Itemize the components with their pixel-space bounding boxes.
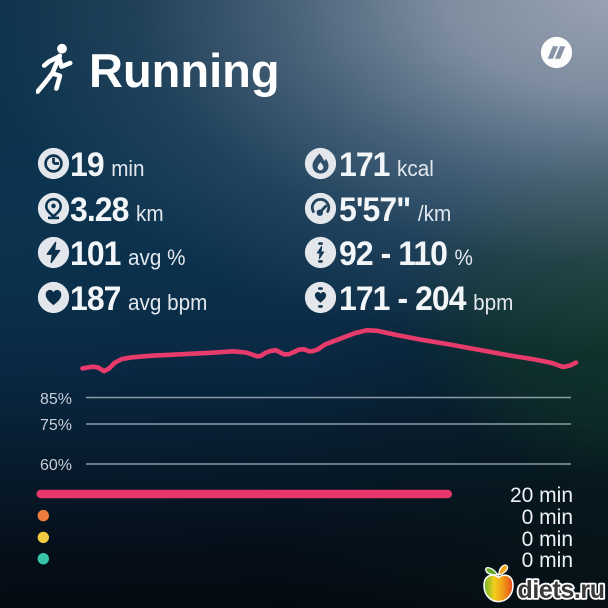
- svg-text:diets.ru: diets.ru: [518, 576, 605, 604]
